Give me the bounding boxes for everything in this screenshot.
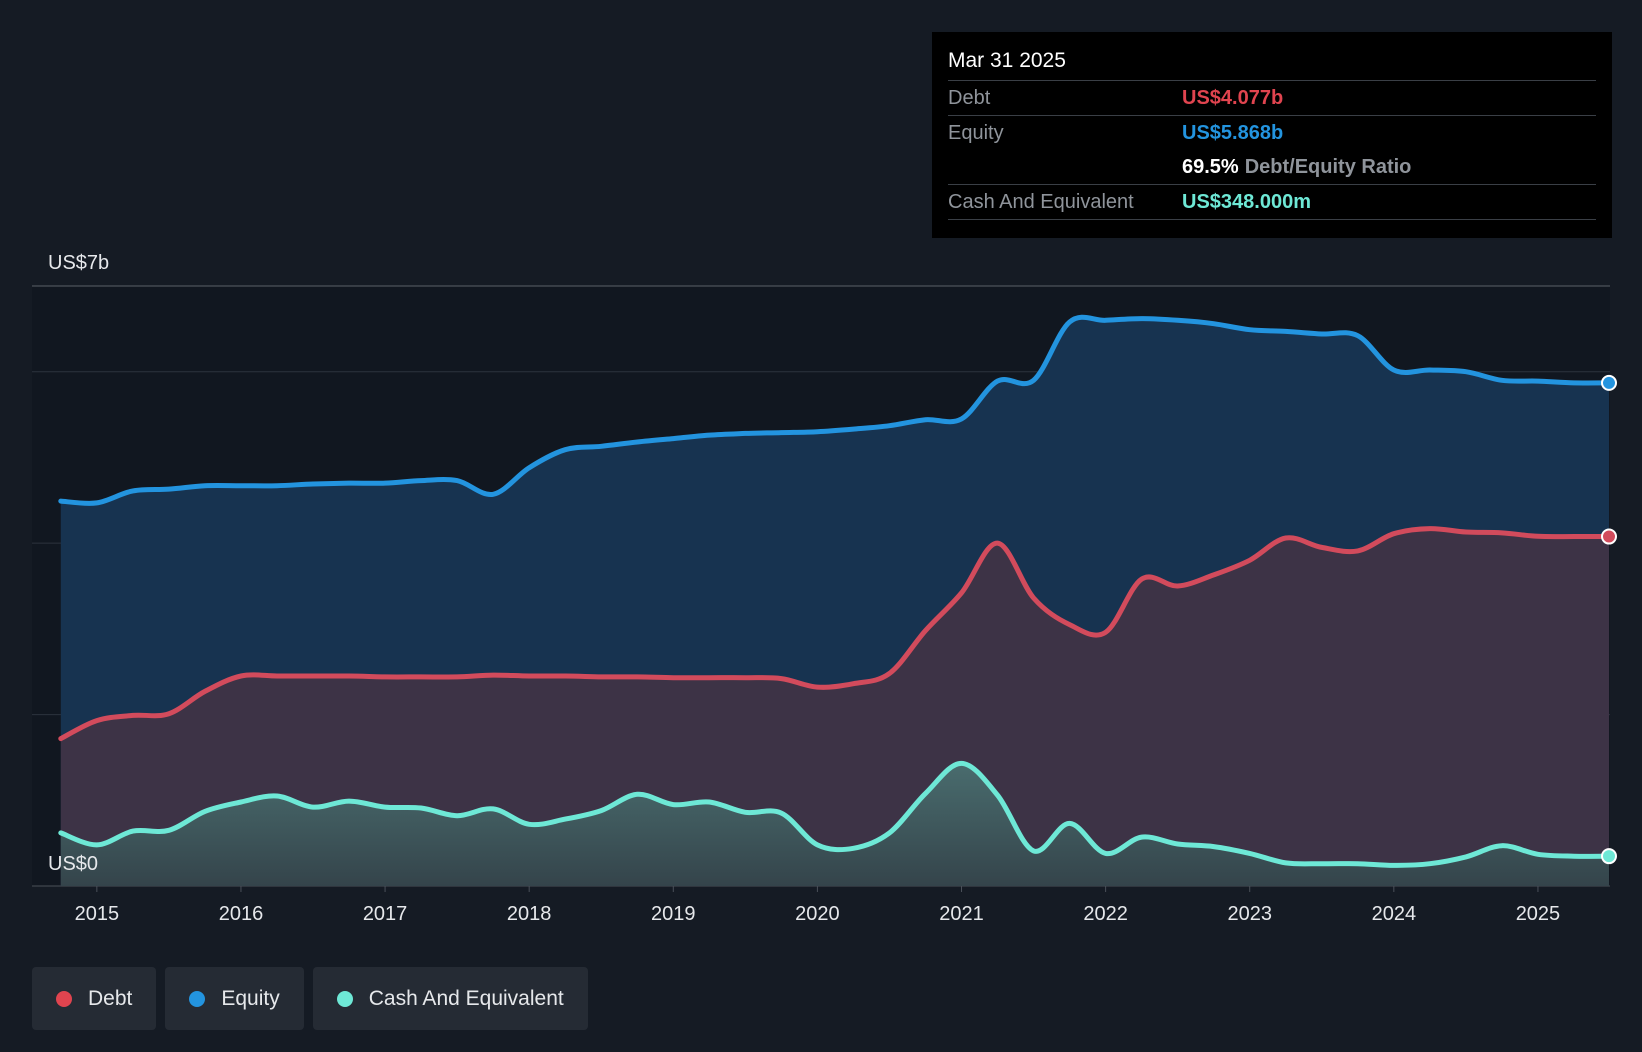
- x-tick-label: 2018: [507, 903, 552, 925]
- x-tick-label: 2024: [1372, 903, 1417, 925]
- y-axis-bottom-label: US$0: [48, 853, 98, 875]
- x-tick-label: 2022: [1083, 903, 1128, 925]
- tooltip-equity-label: Equity: [948, 121, 1004, 144]
- x-tick-label: 2020: [795, 903, 840, 925]
- tooltip-cash-value: US$348.000m: [1182, 190, 1311, 213]
- tooltip-ratio-label: Debt/Equity Ratio: [1244, 155, 1412, 178]
- series-lines: [58, 314, 1612, 868]
- tooltip-panel: Mar 31 2025 Debt US$4.077b Equity US$5.8…: [932, 32, 1612, 238]
- equity-dot-icon: [189, 990, 206, 1007]
- tooltip-equity-value: US$5.868b: [1182, 121, 1284, 144]
- tooltip-cash-row: Cash And Equivalent US$348.000m: [948, 185, 1596, 220]
- tooltip-ratio-row: 69.5% Debt/Equity Ratio: [948, 150, 1596, 185]
- chart-legend: Debt Equity Cash And Equivalent: [32, 967, 588, 1030]
- cash-dot-icon: [336, 990, 353, 1007]
- tooltip-equity-row: Equity US$5.868b: [948, 116, 1596, 150]
- tooltip-debt-label: Debt: [948, 86, 991, 109]
- x-tick-label: 2017: [363, 903, 408, 925]
- legend-label-debt: Debt: [88, 986, 133, 1010]
- tooltip-ratio-value: 69.5%: [1182, 155, 1239, 178]
- cash-area: [60, 763, 1609, 886]
- debt-dot-icon: [56, 990, 72, 1007]
- equity-line: [58, 314, 1612, 506]
- legend-item-equity[interactable]: Equity: [165, 967, 304, 1030]
- x-tick-label: 2021: [939, 903, 984, 925]
- x-tick-label: 2025: [1516, 903, 1561, 925]
- debt-line: [58, 526, 1612, 742]
- x-tick-label: 2016: [219, 903, 264, 925]
- tooltip-debt-row: Debt US$4.077b: [948, 81, 1596, 116]
- tooltip-debt-value: US$4.077b: [1182, 86, 1284, 109]
- x-axis-ticks: 2015 2016 2017 2018 2019 2020 2021 2022 2023 2024…: [75, 886, 1561, 925]
- debt-endpoint-marker[interactable]: [1601, 528, 1617, 545]
- x-tick-label: 2023: [1227, 903, 1272, 925]
- equity-endpoint-marker[interactable]: [1601, 374, 1617, 391]
- cash-endpoint-marker[interactable]: [1601, 848, 1617, 865]
- tooltip-cash-label: Cash And Equivalent: [948, 190, 1134, 213]
- series-endpoints: [1601, 374, 1617, 865]
- legend-label-cash: Cash And Equivalent: [368, 986, 564, 1010]
- legend-item-cash[interactable]: Cash And Equivalent: [312, 967, 588, 1030]
- debt-area: [60, 528, 1609, 886]
- legend-label-equity: Equity: [221, 986, 280, 1010]
- series-areas: [60, 317, 1609, 886]
- x-tick-label: 2015: [75, 903, 120, 925]
- legend-item-debt[interactable]: Debt: [32, 967, 157, 1030]
- tooltip-date: Mar 31 2025: [948, 46, 1596, 81]
- y-axis-top-label: US$7b: [48, 252, 109, 274]
- x-tick-label: 2019: [651, 903, 696, 925]
- cash-line: [58, 760, 1612, 868]
